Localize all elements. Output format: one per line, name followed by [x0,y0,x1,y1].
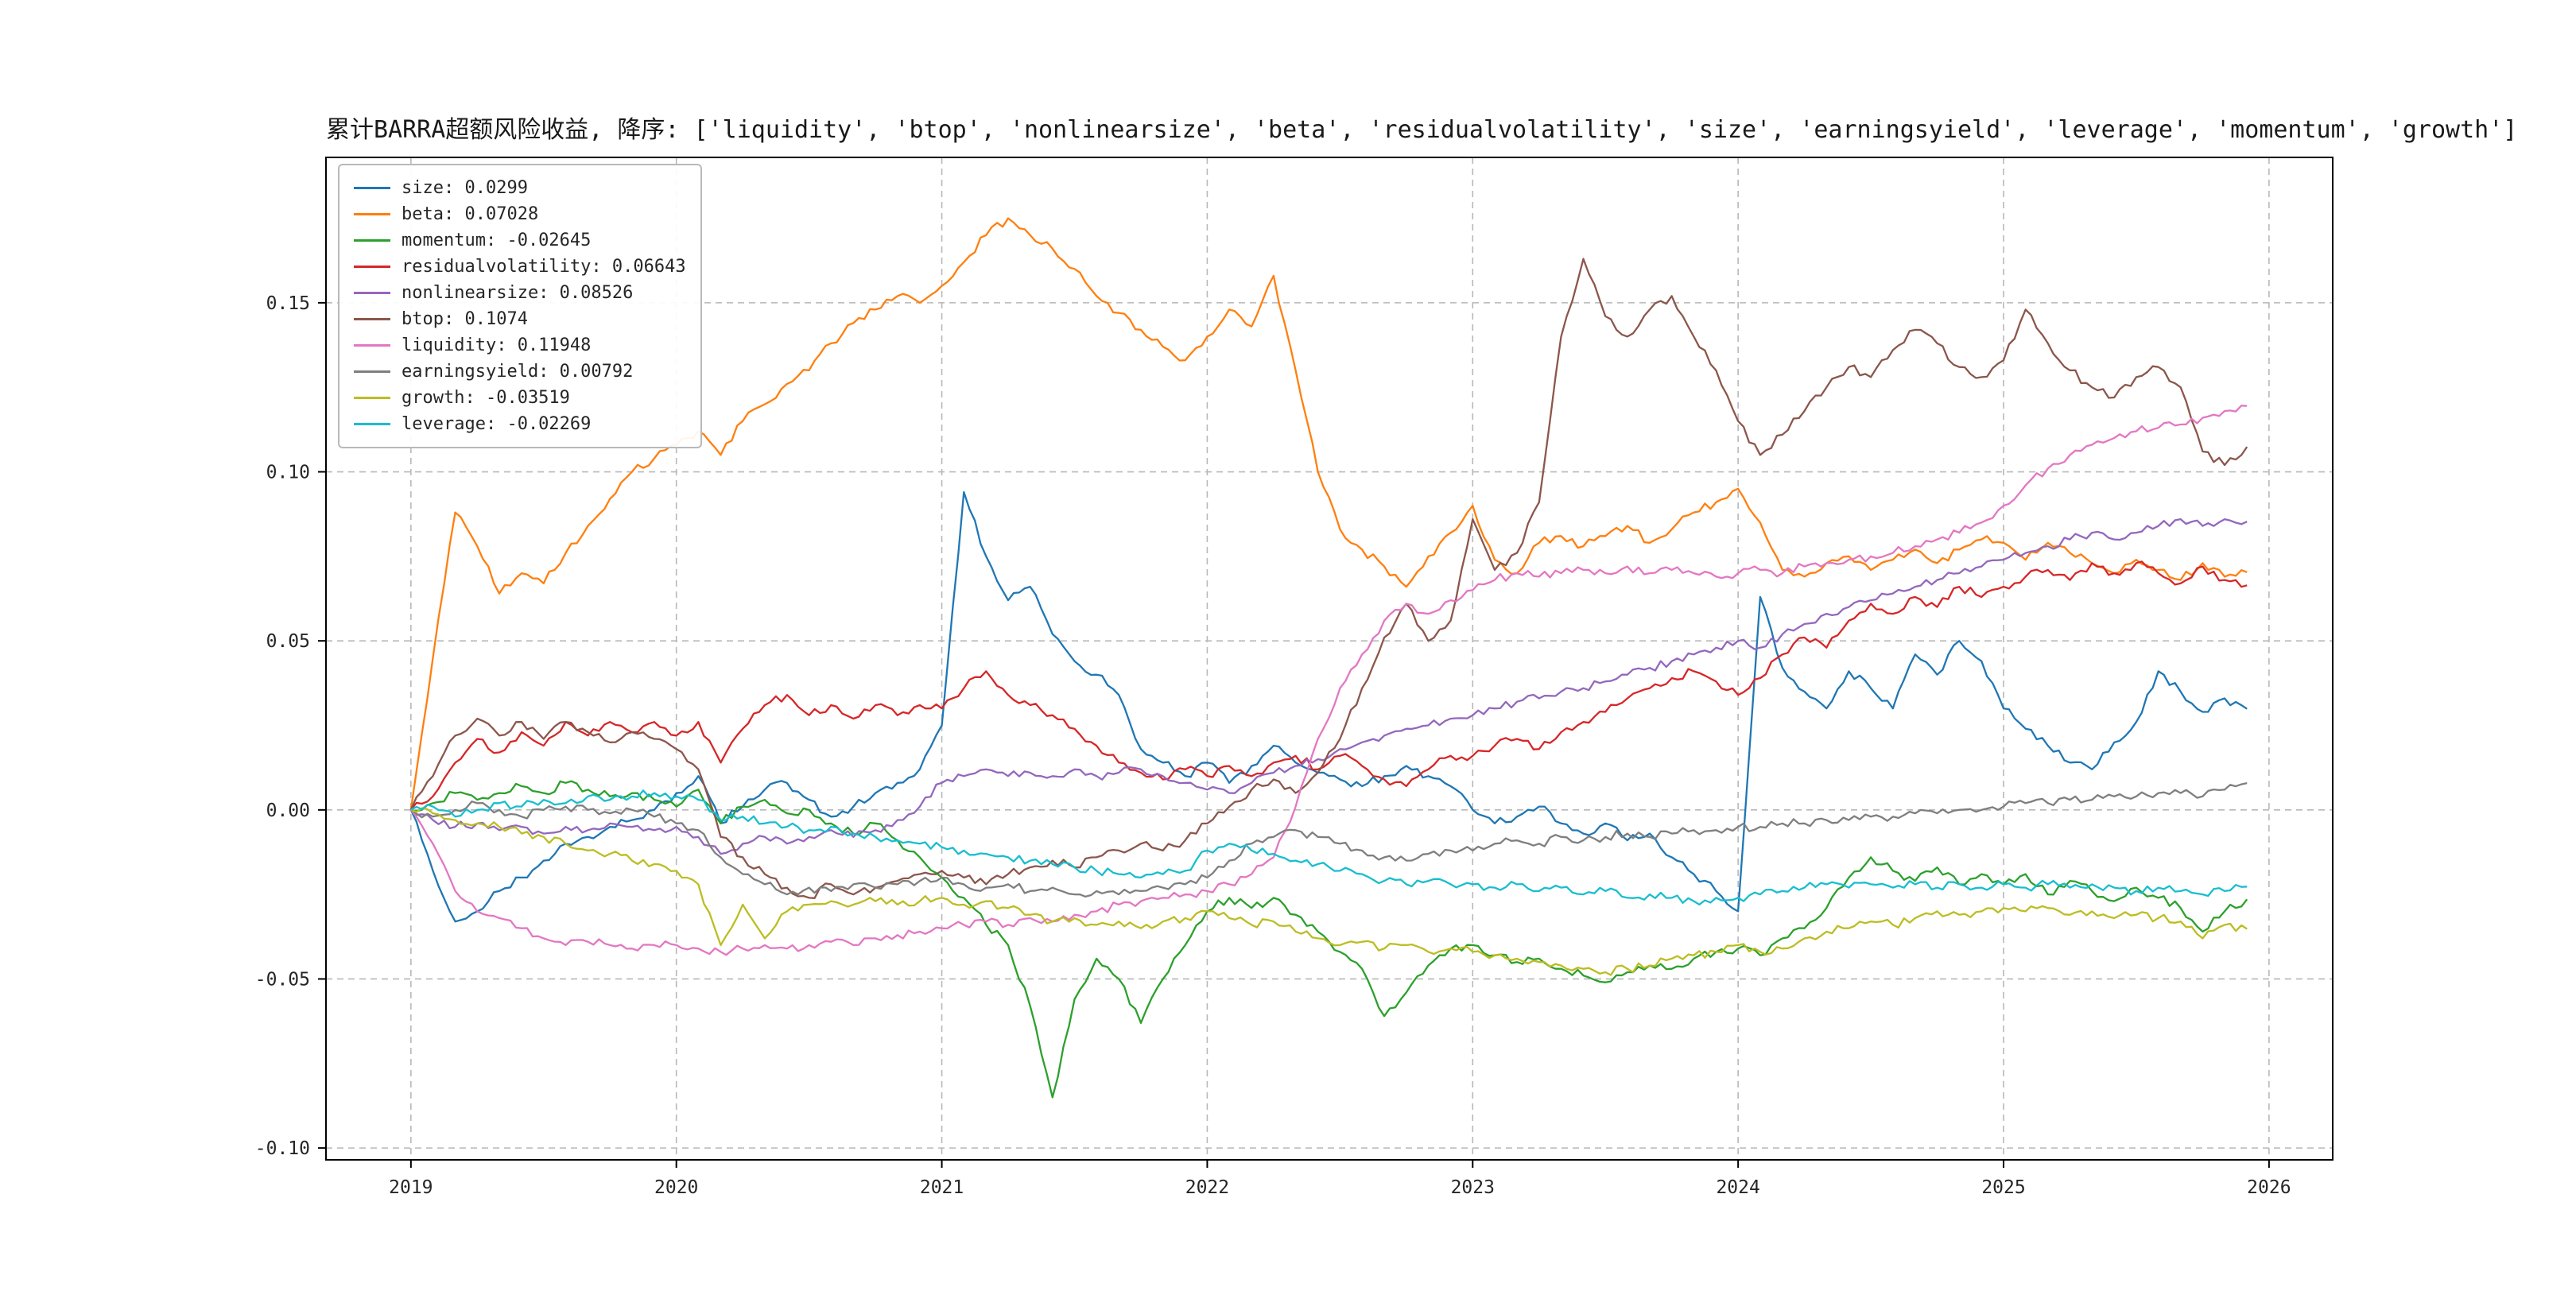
y-tick-label: 0.05 [266,631,310,652]
y-tick-label: 0.00 [266,801,310,821]
series-line-size [409,490,2248,923]
x-tick-label: 2019 [389,1177,433,1198]
legend: size: 0.0299 beta: 0.07028 momentum: -0.02… [338,164,702,448]
legend-item-momentum: momentum: -0.02645 [354,227,686,254]
legend-item-beta: beta: 0.07028 [354,201,686,227]
legend-item-nonlinearsize: nonlinearsize: 0.08526 [354,280,686,306]
x-tick-label: 2023 [1451,1177,1495,1198]
legend-line-swatch-residualvolatility [354,266,390,268]
legend-label-earningsyield: earningsyield: 0.00792 [402,362,634,382]
series-line-leverage [410,789,2248,906]
legend-label-residualvolatility: residualvolatility: 0.06643 [402,257,686,277]
legend-item-size: size: 0.0299 [354,175,686,201]
legend-label-btop: btop: 0.1074 [402,309,528,329]
legend-line-swatch-size [354,187,390,189]
y-tick-label: -0.10 [255,1138,310,1159]
plot-border [325,157,2334,1161]
legend-label-momentum: momentum: -0.02645 [402,231,592,250]
x-tick-label: 2020 [654,1177,698,1198]
legend-label-liquidity: liquidity: 0.11948 [402,335,592,355]
series-line-btop [409,258,2248,899]
legend-label-nonlinearsize: nonlinearsize: 0.08526 [402,283,634,303]
series-line-residualvolatility [409,560,2248,811]
legend-item-residualvolatility: residualvolatility: 0.06643 [354,254,686,280]
series-line-earningsyield [410,781,2248,898]
x-tick-label: 2022 [1185,1177,1229,1198]
legend-item-growth: growth: -0.03519 [354,385,686,411]
legend-line-swatch-liquidity [354,344,390,347]
series-line-nonlinearsize [410,518,2248,855]
legend-item-liquidity: liquidity: 0.11948 [354,332,686,359]
legend-line-swatch-growth [354,397,390,399]
y-tick-label: 0.10 [266,463,310,483]
x-tick-label: 2026 [2247,1177,2291,1198]
legend-line-swatch-earningsyield [354,370,390,373]
x-tick-label: 2021 [920,1177,964,1198]
legend-label-beta: beta: 0.07028 [402,204,539,224]
y-tick-label: -0.05 [255,969,310,990]
series-line-growth [410,807,2248,976]
legend-line-swatch-nonlinearsize [354,292,390,294]
legend-line-swatch-momentum [354,239,390,242]
legend-item-earningsyield: earningsyield: 0.00792 [354,359,686,385]
x-tick-label: 2025 [1981,1177,2025,1198]
legend-item-leverage: leverage: -0.02269 [354,411,686,437]
legend-label-size: size: 0.0299 [402,178,528,198]
series-line-beta [409,217,2248,810]
legend-label-leverage: leverage: -0.02269 [402,414,592,434]
legend-label-growth: growth: -0.03519 [402,388,570,408]
x-tick-label: 2024 [1716,1177,1759,1198]
legend-line-swatch-beta [354,213,390,215]
y-tick-label: 0.15 [266,293,310,314]
series-line-liquidity [409,405,2248,956]
legend-line-swatch-btop [354,318,390,320]
chart-title: 累计BARRA超额风险收益, 降序: ['liquidity', 'btop',… [326,116,2518,144]
legend-line-swatch-leverage [354,423,390,425]
legend-item-btop: btop: 0.1074 [354,306,686,332]
